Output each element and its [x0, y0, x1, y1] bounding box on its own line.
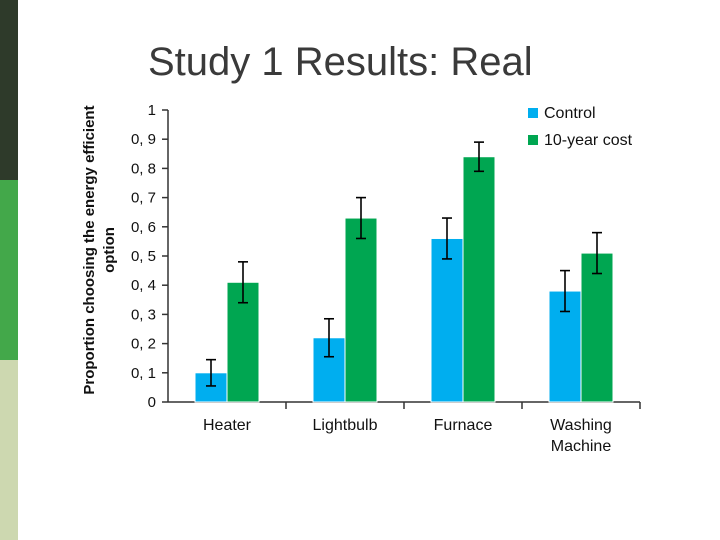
y-tick-label: 0, 3 [131, 306, 156, 323]
y-tick-label: 0, 5 [131, 248, 156, 265]
y-tick-label: 0, 9 [131, 131, 156, 148]
x-tick-label: Washing Machine [550, 417, 612, 455]
y-tick-label: 0, 2 [131, 336, 156, 353]
y-tick-label: 0, 1 [131, 365, 156, 382]
bar-10-year-cost [580, 252, 614, 403]
legend-label-control: Control [544, 105, 596, 122]
decorative-strip-bottom [0, 360, 18, 540]
y-tick-label: 1 [148, 102, 156, 119]
decorative-strip-top [0, 0, 18, 180]
y-tick-label: 0, 4 [131, 277, 156, 294]
y-tick-label: 0, 7 [131, 190, 156, 207]
bar-10-year-cost [344, 217, 378, 403]
legend-swatch-control [528, 108, 538, 118]
y-tick-label: 0, 8 [131, 160, 156, 177]
legend-swatch-10-year-cost [528, 135, 538, 145]
y-tick-label: 0 [148, 394, 156, 411]
slide-title: Study 1 Results: Real [148, 40, 533, 84]
bar-10-year-cost [462, 156, 496, 403]
legend-label-10-year-cost: 10-year cost [544, 132, 633, 149]
x-tick-label: Furnace [434, 417, 493, 434]
y-tick-label: 0, 6 [131, 219, 156, 236]
x-tick-label: Lightbulb [313, 417, 378, 434]
x-tick-label: Heater [203, 417, 252, 434]
bar-control [430, 237, 464, 403]
decorative-strip-middle [0, 180, 18, 360]
